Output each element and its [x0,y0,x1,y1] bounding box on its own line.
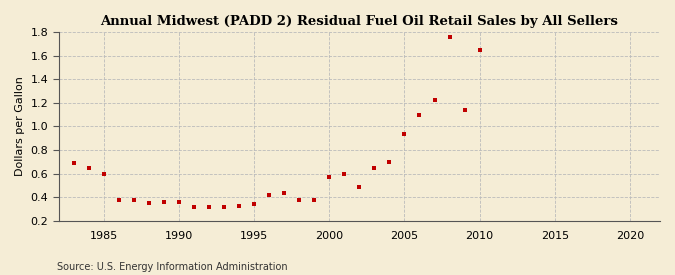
Point [144,201,155,205]
Title: Annual Midwest (PADD 2) Residual Fuel Oil Retail Sales by All Sellers: Annual Midwest (PADD 2) Residual Fuel Oi… [101,15,618,28]
Point [309,197,320,202]
Point [204,205,215,209]
Y-axis label: Dollars per Gallon: Dollars per Gallon [15,76,25,177]
Point [369,166,380,170]
Point [128,197,139,202]
Point [324,175,335,180]
Point [339,172,350,176]
Point [173,200,184,204]
Text: Source: U.S. Energy Information Administration: Source: U.S. Energy Information Administ… [57,262,288,272]
Point [84,166,95,170]
Point [294,197,304,202]
Point [99,172,109,176]
Point [159,200,169,204]
Point [264,193,275,197]
Point [414,112,425,117]
Point [248,202,259,207]
Point [68,161,79,165]
Point [444,34,455,39]
Point [399,131,410,136]
Point [459,108,470,112]
Point [234,204,244,208]
Point [475,48,485,52]
Point [279,191,290,195]
Point [429,98,440,103]
Point [354,185,364,189]
Point [188,205,199,209]
Point [219,205,230,209]
Point [113,197,124,202]
Point [384,160,395,164]
